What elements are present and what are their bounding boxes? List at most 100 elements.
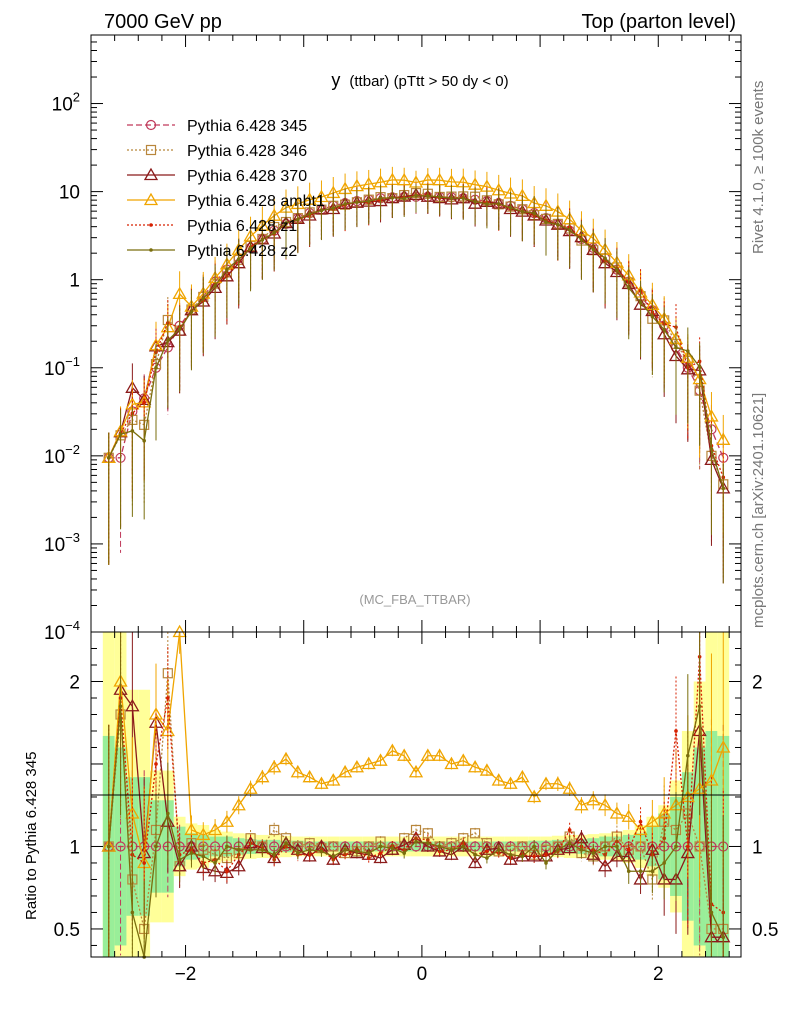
ratio-point (716, 740, 731, 753)
ratio-y-tick-label-right: 0.5 (752, 920, 778, 941)
ratio-point (385, 743, 400, 756)
series-line (108, 194, 724, 489)
ratio-y-tick-label: 2 (69, 672, 80, 693)
ratio-point (527, 789, 542, 803)
ratio-y-tick-label-right: 2 (752, 672, 763, 693)
chart-title: y (ttbar) (pTtt > 50 dy < 0) (331, 70, 508, 90)
legend-marker (145, 119, 157, 131)
ratio-point (420, 839, 435, 852)
y-tick-label: 10−2 (44, 442, 80, 468)
y-tick-label: 102 (52, 90, 80, 116)
legend: Pythia 6.428 345 Pythia 6.428 346 Pythia 6… (127, 118, 325, 260)
legend-marker (145, 144, 157, 156)
legend-entry: Pythia 6.428 345 (127, 118, 307, 135)
legend-entry: Pythia 6.428 ambt1 (127, 192, 325, 210)
series-ratio-5 (106, 632, 726, 959)
x-tick-label: 2 (653, 964, 664, 985)
ratio-point (432, 748, 447, 761)
ratio-y-tick-label: 0.5 (54, 920, 80, 941)
ratio-point (255, 769, 270, 783)
series-line (108, 194, 724, 478)
mcplots-label: mcplots.cern.ch [arXiv:2401.10621] (750, 393, 767, 628)
main-series-layer (101, 166, 731, 584)
legend-entry: Pythia 6.428 z2 (127, 243, 297, 260)
ratio-point (538, 776, 554, 789)
ratio-line (108, 673, 724, 930)
ratio-point (166, 696, 170, 700)
ratio-point (302, 849, 317, 862)
ratio-line (108, 706, 724, 958)
legend-label: Pythia 6.428 345 (187, 118, 307, 135)
ratio-point (420, 748, 435, 761)
watermark: (MC_FBA_TTBAR) (359, 592, 470, 607)
legend-entry: Pythia 6.428 346 (127, 143, 307, 160)
ratio-point (269, 824, 280, 836)
series-main-5 (106, 183, 726, 584)
y-tick-label: 10 (59, 183, 80, 204)
y-tick-label: 1 (69, 271, 80, 292)
ratio-point (609, 806, 625, 819)
series-main-0 (103, 184, 729, 565)
ratio-point (467, 855, 483, 869)
ratio-point (704, 773, 719, 786)
rivet-label: Rivet 4.1.0, ≥ 100k events (750, 81, 767, 254)
legend-entry: Pythia 6.428 370 (127, 167, 307, 185)
ratio-point (515, 769, 530, 783)
series-line (108, 196, 724, 459)
ratio-line (108, 687, 724, 938)
data-point (716, 432, 731, 445)
legend-marker (143, 167, 159, 181)
chart-title-main: y (331, 70, 340, 90)
legend-label: Pythia 6.428 ambt1 (187, 193, 325, 210)
ratio-point (207, 822, 223, 836)
ratio-line (108, 631, 724, 864)
ratio-point (231, 858, 246, 872)
legend-label: Pythia 6.428 z2 (187, 243, 297, 260)
ratio-point (485, 849, 489, 854)
series-ratio-3 (101, 624, 731, 957)
ratio-point (115, 841, 126, 852)
ratio-point (550, 776, 565, 789)
ratio-point (184, 822, 199, 836)
data-point (397, 172, 412, 186)
axis-ticks: −2 0 2 102 10 1 10−1 10−2 10−3 10−4 2 2 1 1 0.5 0.5 (44, 34, 778, 985)
ratio-point (467, 759, 483, 773)
x-tick-label: 0 (417, 964, 428, 985)
data-point (704, 409, 719, 422)
legend-marker (149, 248, 153, 252)
ratio-point (243, 781, 258, 794)
ratio-point (609, 849, 625, 862)
ratio-point (196, 860, 211, 874)
ratio-point (408, 764, 424, 778)
header-left: 7000 GeV pp (104, 11, 222, 33)
ratio-series-layer (101, 624, 731, 959)
ratio-point (456, 753, 471, 766)
ratio-point (267, 759, 282, 773)
ratio-point (491, 773, 506, 786)
ratio-y-tick-label: 1 (69, 837, 80, 858)
ratio-point (326, 773, 341, 786)
chart-title-sub: (ttbar) (pTtt > 50 dy < 0) (349, 73, 508, 90)
ratio-point (106, 844, 111, 849)
series-main-1 (103, 181, 729, 580)
ratio-point (219, 814, 235, 827)
y-tick-label: 10−1 (44, 354, 80, 380)
ratio-point (597, 858, 613, 872)
legend-label: Pythia 6.428 z1 (187, 218, 297, 235)
legend-label: Pythia 6.428 346 (187, 143, 307, 160)
header-right: Top (parton level) (581, 11, 736, 33)
series-line (108, 179, 724, 459)
ratio-line (108, 656, 724, 913)
ratio-point (290, 764, 305, 778)
ratio-point (586, 792, 601, 806)
series-line (108, 192, 724, 485)
series-main-4 (106, 183, 726, 573)
y-tick-label: 10−4 (44, 618, 80, 644)
data-point (172, 286, 187, 300)
ratio-point (278, 751, 294, 765)
ratio-point (645, 814, 660, 827)
legend-label: Pythia 6.428 370 (187, 168, 307, 185)
y-tick-label: 10−3 (44, 530, 80, 556)
legend-marker (149, 223, 153, 227)
series-line (108, 194, 724, 489)
